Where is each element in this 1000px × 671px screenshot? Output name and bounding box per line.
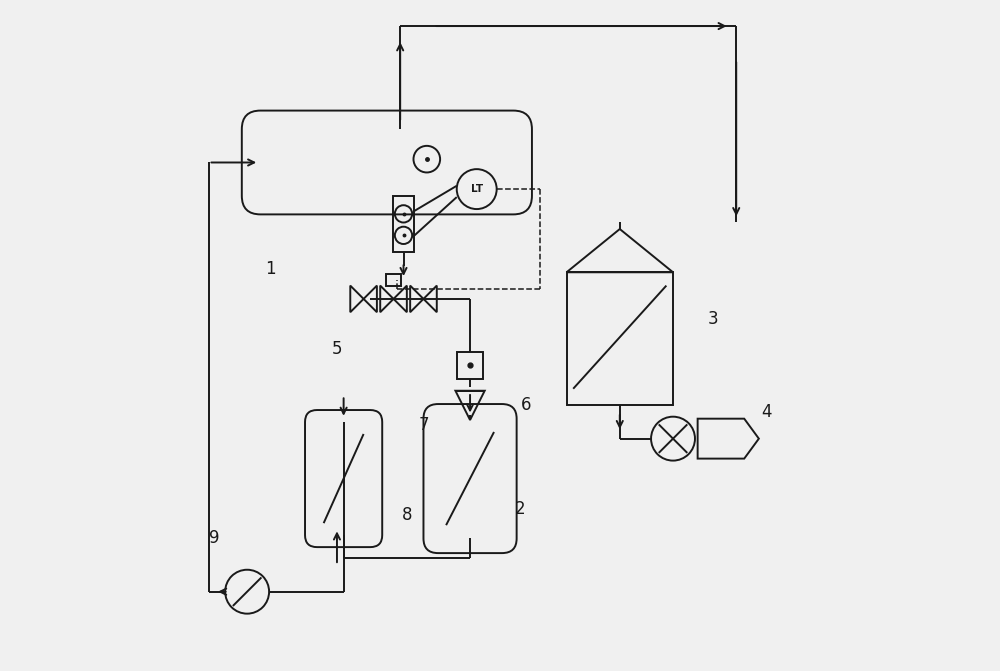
Text: 2: 2 [515, 499, 525, 517]
Text: LT: LT [471, 184, 483, 194]
Text: 4: 4 [761, 403, 771, 421]
Bar [567, 272, 673, 405]
Text: 7: 7 [418, 416, 429, 434]
Text: 1: 1 [265, 260, 276, 278]
Text: 5: 5 [332, 340, 342, 358]
Bar [393, 196, 414, 252]
Text: 3: 3 [708, 310, 718, 328]
Text: 9: 9 [209, 529, 219, 548]
Bar [386, 274, 401, 286]
Text: 8: 8 [402, 506, 412, 524]
Bar [457, 352, 483, 378]
Text: 6: 6 [521, 397, 532, 415]
